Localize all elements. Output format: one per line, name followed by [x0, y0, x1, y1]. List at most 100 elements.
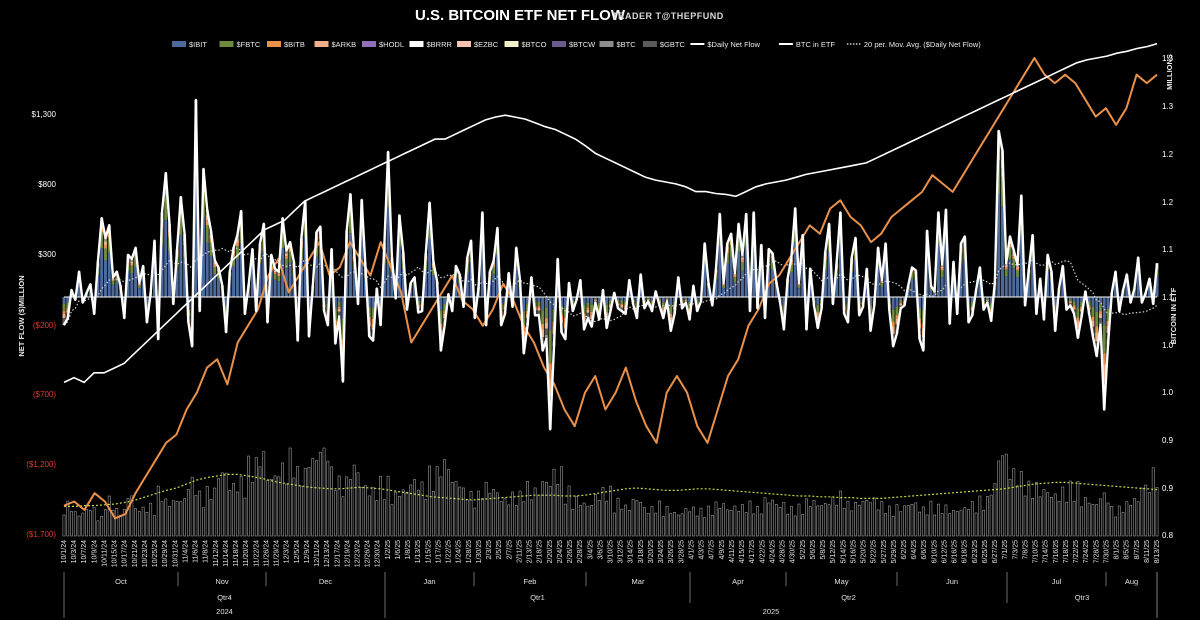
volume-bar: [1023, 495, 1027, 537]
y-tick-label: $1,300: [32, 110, 57, 119]
volume-bar: [752, 513, 756, 537]
flow-bar-segment: [970, 297, 974, 302]
x-tick-label: 11/12/24: [213, 540, 220, 567]
volume-bar: [737, 511, 741, 537]
volume-bar: [699, 507, 703, 537]
x-tick-label: 10/15/24: [112, 540, 119, 567]
volume-bar: [612, 512, 616, 537]
flow-bar-segment: [884, 263, 888, 297]
month-label: Mar: [632, 577, 645, 586]
volume-bar: [145, 512, 149, 537]
volume-bar: [243, 497, 247, 537]
y-axis-title: NET FLOW ($)MILLION: [17, 275, 26, 356]
flow-bar-segment: [544, 318, 548, 323]
flow-bar-segment: [360, 236, 364, 297]
flow-bar-segment: [224, 305, 228, 315]
volume-bar: [910, 504, 914, 537]
flow-bar-segment: [929, 290, 933, 297]
x-tick-label: 7/3/25: [1012, 540, 1019, 560]
x-tick-label: 3/28/25: [678, 540, 685, 563]
flow-bar-segment: [722, 284, 726, 286]
volume-bar: [409, 484, 413, 537]
x-tick-label: 4/15/25: [739, 540, 746, 563]
volume-bar: [390, 504, 394, 537]
volume-bar: [733, 505, 737, 537]
volume-bar: [684, 508, 688, 537]
month-label: Jan: [423, 577, 435, 586]
flow-bar-segment: [1053, 297, 1057, 306]
volume-bar: [812, 500, 816, 537]
volume-bar: [296, 466, 300, 537]
flow-bar-segment: [733, 277, 737, 283]
volume-bar: [861, 501, 865, 537]
legend-item: 20 per. Mov. Avg. ($Daily Net Flow): [846, 40, 981, 49]
volume-bar: [1110, 505, 1114, 537]
x-tick-label: 11/14/24: [223, 540, 230, 567]
volume-bar: [194, 495, 198, 537]
flow-bar-segment: [213, 264, 217, 267]
x-tick-label: 8/13/25: [1154, 540, 1161, 563]
flow-bar-segment: [620, 305, 624, 308]
flow-bar-segment: [1102, 297, 1106, 326]
flow-bar-segment: [899, 302, 903, 304]
flow-bar-segment: [590, 304, 594, 312]
volume-bar: [665, 506, 669, 537]
volume-bar: [710, 514, 714, 537]
volume-bar: [111, 509, 115, 537]
flow-bar-segment: [880, 286, 884, 297]
volume-bar: [993, 483, 997, 537]
x-tick-label: 5/6/25: [810, 540, 817, 560]
flow-bar-segment: [816, 304, 820, 313]
flow-bar-segment: [1004, 265, 1008, 268]
flow-bar-segment: [492, 266, 496, 275]
y-tick-label: ($700): [33, 390, 56, 399]
volume-bar: [952, 509, 955, 537]
volume-bar: [888, 505, 891, 537]
volume-bar: [1050, 497, 1053, 537]
month-label: Jun: [946, 577, 958, 586]
flow-bar-segment: [891, 321, 895, 327]
volume-bar: [420, 481, 424, 537]
flow-bar-segment: [507, 282, 511, 297]
flow-bar-segment: [729, 245, 733, 258]
x-tick-label: 7/16/25: [1053, 540, 1060, 563]
flow-bar-segment: [740, 257, 744, 260]
flow-bar-segment: [352, 269, 356, 297]
x-tick-label: 12/26/24: [365, 540, 372, 567]
volume-bar: [364, 485, 367, 537]
volume-bar: [963, 507, 967, 537]
flow-bar-segment: [115, 281, 119, 297]
flow-bar-segment: [326, 297, 330, 305]
volume-bar: [846, 500, 850, 537]
year-label: 2025: [763, 607, 780, 616]
flow-bar-segment: [544, 297, 548, 308]
flow-bar-segment: [443, 297, 447, 305]
flow-bar-segment: [684, 298, 688, 300]
flow-bar-stack: [1004, 263, 1008, 297]
volume-bar: [560, 466, 563, 537]
flow-bar-segment: [209, 238, 213, 243]
x-tick-label: 1/15/25: [425, 540, 432, 563]
flow-bar-segment: [522, 325, 526, 331]
volume-bar: [183, 498, 187, 537]
x-tick-label: 4/1/25: [689, 540, 696, 560]
left-axis-ticks: $1,300 $800 $300 ($200) ($700) ($1,200) ($1,70…: [26, 110, 56, 539]
volume-bar: [281, 462, 285, 537]
x-tick-label: 6/4/25: [911, 540, 918, 560]
x-tick-label: 4/22/25: [759, 540, 766, 563]
x-tick-label: 3/4/25: [587, 540, 594, 560]
flow-bar-segment: [205, 214, 209, 221]
flow-bar-segment: [1095, 297, 1099, 312]
flow-bar-segment: [963, 259, 967, 297]
flow-bar-segment: [1000, 176, 1004, 207]
month-label: Apr: [732, 577, 744, 586]
flow-bar-segment: [1087, 305, 1091, 308]
volume-bar: [424, 499, 428, 537]
volume-bar: [81, 512, 85, 537]
volume-bar: [439, 476, 443, 537]
flow-bar-segment: [593, 298, 597, 300]
volume-bar: [676, 514, 680, 537]
flow-bar-segment: [989, 302, 993, 309]
flow-bar-segment: [1004, 276, 1008, 297]
volume-bar: [175, 500, 179, 537]
